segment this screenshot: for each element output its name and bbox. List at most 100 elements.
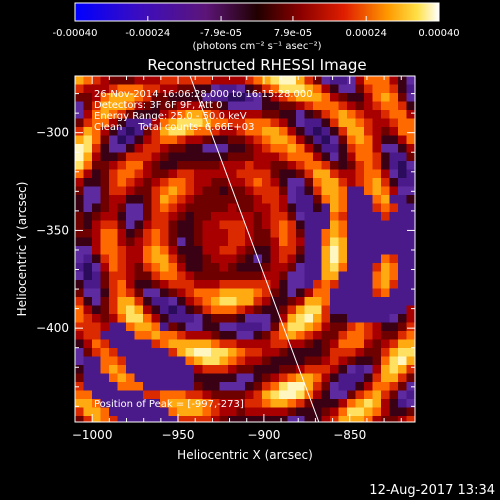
heatmap-cell — [185, 288, 195, 298]
heatmap-cell — [211, 348, 220, 357]
heatmap-cell — [202, 305, 212, 315]
heatmap-cell — [338, 322, 348, 332]
heatmap-cell — [92, 339, 101, 349]
heatmap-cell — [202, 169, 212, 179]
heatmap-cell — [177, 118, 186, 128]
heatmap-cell — [194, 161, 203, 170]
heatmap-cell — [168, 152, 178, 162]
heatmap-cell — [177, 399, 186, 408]
heatmap-cell — [253, 305, 263, 315]
heatmap-cell — [100, 305, 110, 315]
heatmap-cell — [262, 280, 271, 289]
heatmap-cell — [296, 93, 305, 102]
heatmap-cell — [304, 229, 314, 238]
heatmap-cell — [160, 195, 169, 204]
heatmap-cell — [347, 390, 356, 400]
colorbar: -0.00040 -0.00024 -7.9e-05 7.9e-05 0.00024 0.… — [53, 2, 460, 52]
heatmap-cell — [398, 178, 407, 187]
heatmap-cell — [406, 348, 415, 357]
heatmap-cell — [160, 169, 169, 179]
heatmap-cell — [109, 237, 118, 247]
heatmap-cell — [253, 271, 263, 281]
heatmap-cell — [313, 161, 322, 170]
heatmap-cell — [211, 186, 220, 196]
heatmap-cell — [109, 365, 118, 374]
heatmap-cell — [202, 229, 212, 238]
heatmap-cell — [381, 246, 390, 255]
annotation-energy: Energy Range: 25.0 - 50.0 keV — [94, 111, 247, 122]
heatmap-cell — [270, 195, 280, 204]
heatmap-cells — [75, 76, 415, 422]
heatmap-cell — [245, 382, 254, 391]
heatmap-cell — [296, 118, 305, 128]
heatmap-cell — [126, 263, 135, 272]
heatmap-cell — [228, 339, 237, 349]
heatmap-cell — [236, 178, 246, 187]
heatmap-cell — [270, 110, 280, 119]
heatmap-cell — [185, 399, 195, 408]
heatmap-cell — [117, 135, 127, 145]
heatmap-cell — [347, 356, 356, 366]
heatmap-cell — [279, 127, 288, 136]
heatmap-cell — [287, 178, 297, 187]
heatmap-cell — [364, 84, 373, 94]
heatmap-cell — [330, 399, 339, 408]
heatmap-cell — [117, 169, 127, 179]
heatmap-cell — [304, 305, 314, 315]
heatmap-cell — [160, 407, 169, 417]
heatmap-cell — [262, 271, 271, 281]
heatmap-cell — [134, 186, 144, 196]
heatmap-cell — [83, 339, 93, 349]
heatmap-cell — [406, 152, 415, 162]
heatmap-cell — [236, 135, 246, 145]
heatmap-cell — [143, 416, 152, 422]
heatmap-cell — [117, 297, 127, 306]
heatmap-cell — [389, 280, 399, 289]
heatmap-cell — [381, 237, 390, 247]
heatmap-cell — [253, 246, 263, 255]
heatmap-cell — [202, 314, 212, 323]
heatmap-cell — [168, 263, 178, 272]
heatmap-cell — [364, 407, 373, 417]
heatmap-cell — [143, 331, 152, 340]
heatmap-cell — [372, 356, 382, 366]
heatmap-cell — [168, 373, 178, 383]
heatmap-cell — [151, 127, 161, 136]
heatmap-cell — [219, 254, 229, 264]
heatmap-cell — [381, 416, 390, 422]
heatmap-cell — [398, 254, 407, 264]
heatmap-cell — [304, 339, 314, 349]
heatmap-cell — [398, 84, 407, 94]
heatmap-cell — [126, 169, 135, 179]
heatmap-cell — [168, 280, 178, 289]
heatmap-cell — [270, 263, 280, 272]
heatmap-cell — [75, 237, 84, 247]
heatmap-cell — [228, 314, 237, 323]
heatmap-cell — [219, 76, 229, 85]
heatmap-cell — [304, 407, 314, 417]
heatmap-cell — [109, 331, 118, 340]
heatmap-cell — [389, 382, 399, 391]
heatmap-cell — [389, 237, 399, 247]
heatmap-cell — [296, 382, 305, 391]
heatmap-cell — [364, 161, 373, 170]
heatmap-cell — [381, 144, 390, 153]
heatmap-cell — [75, 305, 84, 315]
heatmap-cell — [347, 407, 356, 417]
heatmap-cell — [219, 314, 229, 323]
heatmap-cell — [262, 365, 271, 374]
heatmap-cell — [381, 110, 390, 119]
heatmap-cell — [287, 118, 297, 128]
heatmap-cell — [381, 365, 390, 374]
heatmap-cell — [364, 254, 373, 264]
heatmap-cell — [219, 144, 229, 153]
heatmap-cell — [245, 271, 254, 281]
heatmap-cell — [83, 246, 93, 255]
heatmap-cell — [160, 152, 169, 162]
heatmap-cell — [262, 135, 271, 145]
heatmap-cell — [134, 118, 144, 128]
heatmap-cell — [330, 297, 339, 306]
heatmap-cell — [270, 212, 280, 221]
heatmap-cell — [245, 356, 254, 366]
heatmap-cell — [100, 229, 110, 238]
